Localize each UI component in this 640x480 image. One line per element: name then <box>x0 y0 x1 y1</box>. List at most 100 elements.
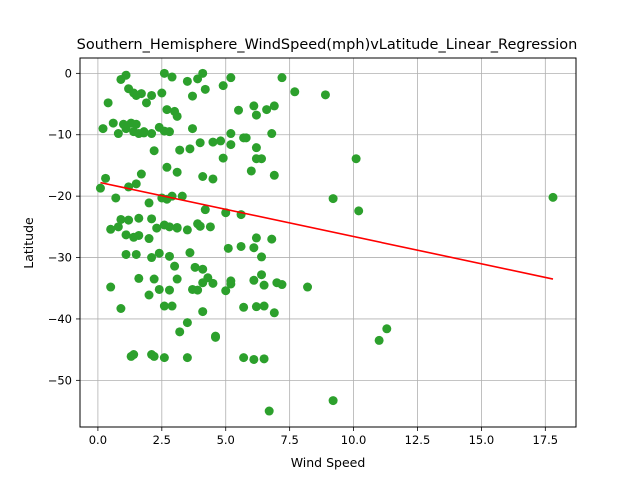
data-point <box>259 301 269 311</box>
data-point <box>175 327 185 337</box>
y-tick-label: −40 <box>48 312 72 326</box>
data-point <box>320 90 330 100</box>
data-point <box>141 98 151 108</box>
data-point <box>246 166 256 176</box>
data-point <box>177 191 187 201</box>
data-point <box>126 351 136 361</box>
data-point <box>257 154 267 164</box>
data-point <box>205 222 215 232</box>
data-point <box>162 162 172 172</box>
y-tick-label: −30 <box>48 251 72 265</box>
x-axis-label: Wind Speed <box>291 455 366 470</box>
data-point <box>111 193 121 203</box>
y-tick-label: −20 <box>48 189 72 203</box>
data-point <box>277 73 287 83</box>
data-point <box>251 143 261 153</box>
data-point <box>198 307 208 317</box>
data-point <box>200 205 210 215</box>
data-point <box>162 105 172 115</box>
y-axis-label: Latitude <box>21 217 36 269</box>
data-point <box>149 274 159 284</box>
data-point <box>185 248 195 258</box>
data-point <box>106 224 116 234</box>
data-point <box>239 302 249 312</box>
data-point <box>182 225 192 235</box>
x-axis-ticks: 0.0 2.5 5.0 7.5 10.0 12.5 15.0 17.5 <box>89 427 558 447</box>
data-point <box>136 169 146 179</box>
data-point <box>147 90 157 100</box>
plot-frame <box>79 57 577 428</box>
data-point <box>154 248 164 258</box>
x-tick-label: 2.5 <box>153 433 171 447</box>
data-point <box>249 243 259 253</box>
data-point <box>226 73 236 83</box>
data-point <box>190 262 200 272</box>
x-tick-label: 5.0 <box>217 433 235 447</box>
data-point <box>175 145 185 155</box>
data-point <box>269 101 279 111</box>
data-point <box>172 167 182 177</box>
data-point <box>182 76 192 86</box>
data-point <box>198 171 208 181</box>
data-point <box>218 81 228 91</box>
data-point <box>187 91 197 101</box>
data-point <box>236 241 246 251</box>
data-point <box>149 146 159 156</box>
data-point <box>216 136 226 146</box>
data-point <box>164 285 174 295</box>
data-point <box>149 351 159 361</box>
data-point <box>226 129 236 139</box>
data-point <box>167 301 177 311</box>
data-point <box>303 282 313 292</box>
data-point <box>167 72 177 82</box>
data-point <box>144 198 154 208</box>
data-point <box>218 153 228 163</box>
data-point <box>134 273 144 283</box>
data-point <box>172 222 182 232</box>
data-point <box>251 302 261 312</box>
data-point <box>170 106 180 116</box>
data-point <box>259 280 269 290</box>
data-point <box>223 243 233 253</box>
data-point <box>129 127 139 137</box>
data-point <box>113 222 123 232</box>
data-point <box>136 89 146 99</box>
x-tick-label: 17.5 <box>533 433 559 447</box>
data-point <box>147 214 157 224</box>
data-point <box>328 396 338 406</box>
data-point <box>159 126 169 136</box>
data-points <box>95 68 558 416</box>
data-point <box>195 138 205 148</box>
data-point <box>121 249 131 259</box>
data-point <box>257 270 267 280</box>
data-point <box>170 261 180 271</box>
data-point <box>131 249 141 259</box>
data-point <box>108 118 118 128</box>
data-point <box>159 353 169 363</box>
data-point <box>269 308 279 318</box>
y-tick-label: −10 <box>48 128 72 142</box>
data-point <box>249 101 259 111</box>
data-point <box>269 170 279 180</box>
data-point <box>182 353 192 363</box>
data-point <box>262 105 272 115</box>
data-point <box>152 223 162 233</box>
x-tick-label: 10.0 <box>341 433 367 447</box>
data-point <box>198 264 208 274</box>
data-point <box>116 214 126 224</box>
data-point <box>116 304 126 314</box>
data-point <box>164 251 174 261</box>
regression-line-group <box>100 181 554 280</box>
data-point <box>226 140 236 150</box>
data-point <box>249 275 259 285</box>
y-tick-label: 0 <box>65 66 72 80</box>
data-point <box>113 129 123 139</box>
data-point <box>374 335 384 345</box>
data-point <box>208 174 218 184</box>
data-point <box>354 206 364 216</box>
data-point <box>382 324 392 334</box>
data-point <box>267 234 277 244</box>
data-point <box>221 286 231 296</box>
data-point <box>211 331 221 341</box>
data-point <box>277 280 287 290</box>
